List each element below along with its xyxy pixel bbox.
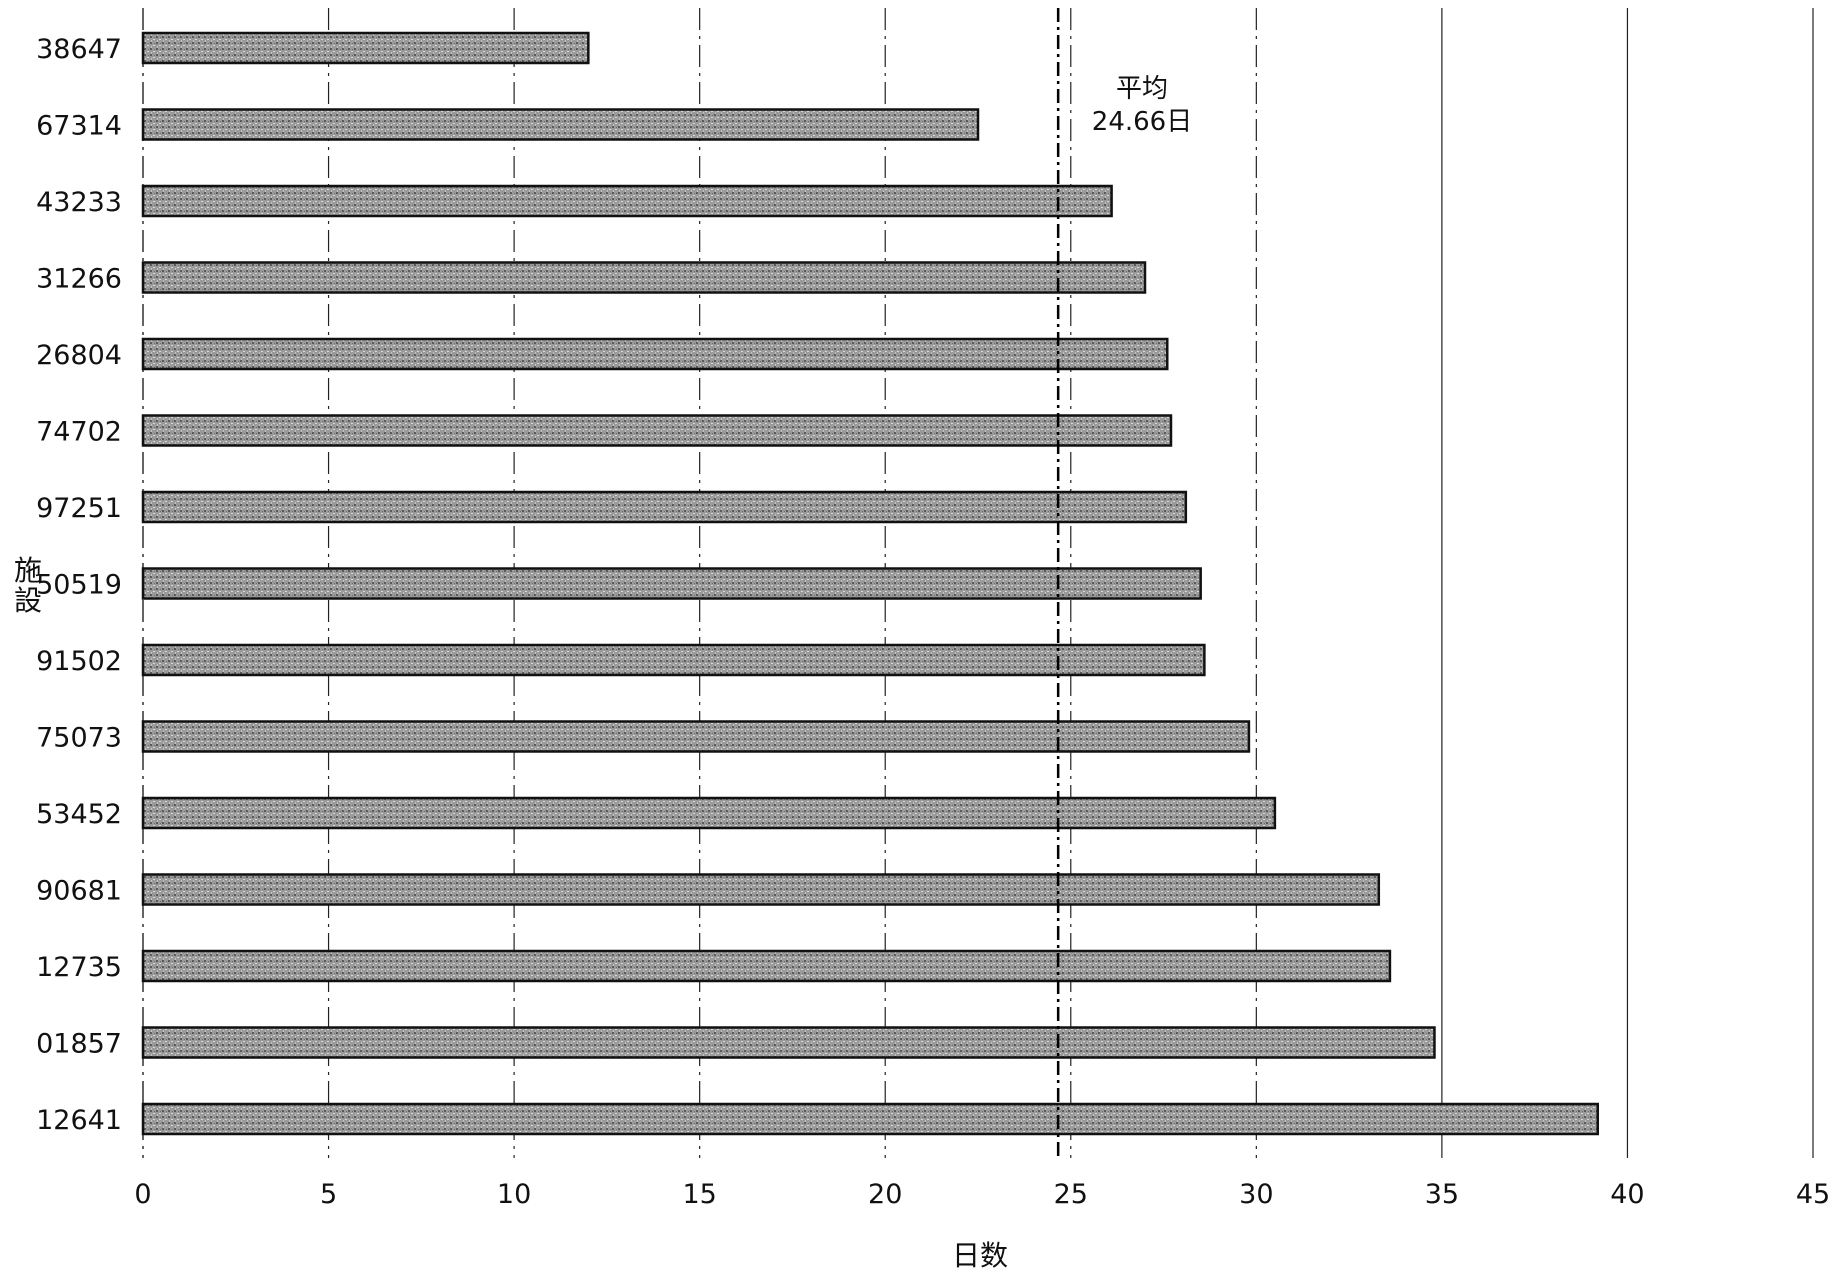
x-tick-label: 15 (682, 1179, 716, 1210)
x-tick-label: 10 (497, 1179, 531, 1210)
mean-label-value: 24.66日 (1092, 107, 1192, 137)
bar (141, 567, 1202, 600)
category-label: 74702 (36, 417, 122, 448)
bar (141, 261, 1147, 294)
category-label: 38647 (36, 34, 122, 65)
bars (141, 31, 1600, 1136)
category-label: 12735 (36, 952, 122, 983)
x-tick-labels: 0 5 10 15 20 25 30 35 40 45 (134, 1179, 1830, 1210)
category-label: 31266 (36, 264, 122, 295)
x-tick-label: 35 (1425, 1179, 1459, 1210)
category-label: 90681 (36, 876, 122, 907)
category-labels: 38647 67314 43233 31266 26804 74702 97251 50519… (36, 34, 122, 1136)
x-tick-label: 0 (134, 1179, 151, 1210)
bar (141, 949, 1392, 983)
y-axis-title: 施設 (14, 554, 42, 617)
x-tick-label: 25 (1054, 1179, 1088, 1210)
bar (141, 720, 1251, 753)
mean-label-title: 平均 (1116, 74, 1168, 104)
bar (141, 108, 980, 141)
x-tick-label: 40 (1610, 1179, 1644, 1210)
bar (141, 1026, 1436, 1059)
x-tick-label: 30 (1239, 1179, 1273, 1210)
x-axis-title: 日数 (952, 1239, 1008, 1270)
category-label: 67314 (36, 111, 122, 142)
bar (141, 337, 1169, 371)
bar (141, 184, 1113, 218)
x-tick-label: 5 (320, 1179, 337, 1210)
bar (141, 643, 1206, 677)
category-label: 01857 (36, 1029, 122, 1060)
bar (141, 873, 1381, 906)
category-label: 97251 (36, 493, 122, 524)
category-label: 75073 (36, 723, 122, 754)
bar (141, 490, 1188, 524)
category-label: 91502 (36, 646, 122, 677)
category-label: 26804 (36, 340, 122, 371)
bar (141, 414, 1173, 447)
category-label: 53452 (36, 799, 122, 830)
category-label: 50519 (36, 570, 122, 601)
x-tick-label: 45 (1796, 1179, 1830, 1210)
x-tick-label: 20 (868, 1179, 902, 1210)
bar (141, 796, 1277, 830)
category-label: 43233 (36, 187, 122, 218)
category-label: 12641 (36, 1105, 122, 1136)
bar (141, 1102, 1600, 1136)
bar (141, 31, 590, 65)
